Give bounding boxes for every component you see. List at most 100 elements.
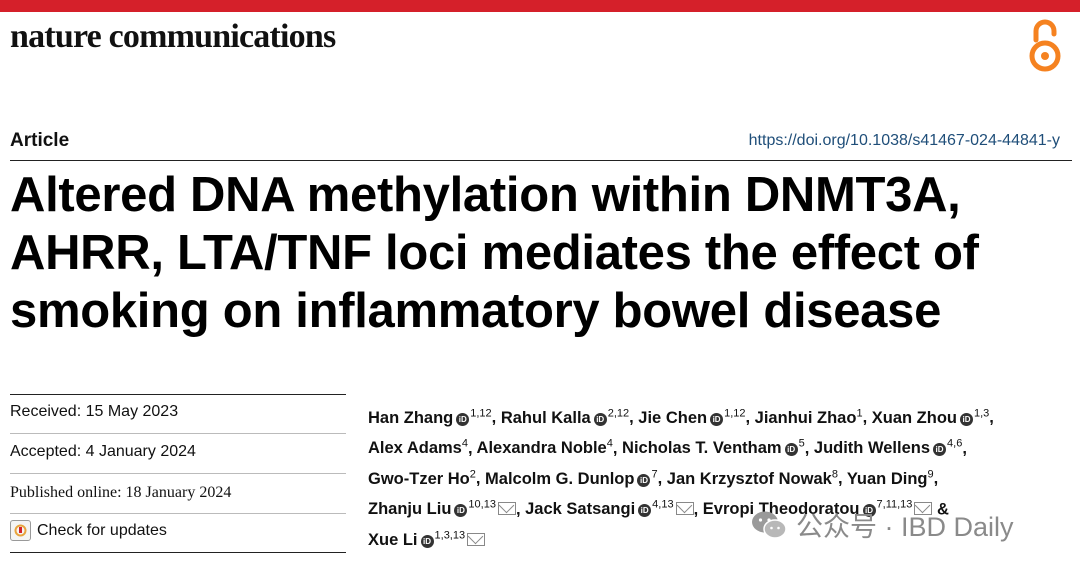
article-type: Article xyxy=(10,130,70,151)
author-name[interactable]: Jianhui Zhao1 xyxy=(754,407,863,427)
orcid-icon[interactable]: iD xyxy=(862,504,876,517)
watermark: 公众号 · IBD Daily xyxy=(750,505,1014,544)
author-name-text: Gwo-Tzer Ho xyxy=(368,469,470,488)
author-separator: , xyxy=(837,469,847,488)
author-name[interactable]: Xue Li iD 1,3,13 xyxy=(368,529,486,549)
journal-accent-bar xyxy=(0,0,1080,12)
meta-divider xyxy=(10,513,346,514)
affiliation-superscript: 1,3 xyxy=(973,407,990,419)
orcid-icon[interactable]: iD xyxy=(420,534,434,548)
title-divider xyxy=(10,160,1072,161)
affiliation-superscript: 1 xyxy=(856,407,863,419)
author-name-text: Jianhui Zhao xyxy=(754,408,857,427)
meta-divider-bottom xyxy=(10,552,346,553)
author-name[interactable]: Jie Chen iD 1,12 xyxy=(638,407,746,427)
author-separator: , xyxy=(467,439,477,457)
article-title: Altered DNA methylation within DNMT3A, A… xyxy=(10,168,979,338)
orcid-icon[interactable]: iD xyxy=(454,504,468,517)
author-name-text: Jan Krzysztof Nowak xyxy=(666,469,832,488)
orcid-icon[interactable]: iD xyxy=(959,412,973,426)
orcid-icon[interactable]: iD xyxy=(784,443,798,456)
author-name-text: Jie Chen xyxy=(638,408,708,427)
author-separator: , xyxy=(933,469,939,488)
check-updates-icon xyxy=(10,520,31,541)
affiliation-superscript: 1,3,13 xyxy=(434,529,466,541)
author-name-text: Zhanju Liu xyxy=(368,500,452,518)
author-separator: , xyxy=(989,408,994,427)
meta-divider-top xyxy=(10,394,346,395)
affiliation-superscript: 1,12 xyxy=(724,407,746,419)
affiliation-superscript: 7,11,13 xyxy=(876,498,913,511)
author-separator: , xyxy=(962,439,967,457)
author-name[interactable]: Yuan Ding9 xyxy=(846,468,934,488)
affiliation-superscript: 2,12 xyxy=(607,407,630,419)
author-name-text: Alexandra Noble xyxy=(476,439,607,457)
orcid-icon[interactable]: iD xyxy=(710,412,724,426)
author-name[interactable]: Han Zhang iD 1,12 xyxy=(368,407,492,427)
author-name-text: Evropi Theodoratou xyxy=(702,500,860,518)
author-separator: & xyxy=(932,500,949,518)
published-date: Published online: 18 January 2024 xyxy=(10,484,232,501)
author-name[interactable]: Nicholas T. Ventham iD 5 xyxy=(622,437,805,458)
author-name-text: Alex Adams xyxy=(368,439,462,457)
author-separator: , xyxy=(629,408,639,427)
check-for-updates-button[interactable]: Check for updates xyxy=(10,520,167,541)
orcid-icon[interactable]: iD xyxy=(933,443,947,456)
affiliation-superscript: 5 xyxy=(798,437,805,450)
author-separator: , xyxy=(612,439,623,457)
affiliation-superscript: 7 xyxy=(651,468,658,480)
author-name[interactable]: Jan Krzysztof Nowak8 xyxy=(666,468,838,488)
email-icon[interactable] xyxy=(467,532,486,546)
email-icon[interactable] xyxy=(914,502,933,515)
author-name-text: Malcolm G. Dunlop xyxy=(485,469,635,488)
author-name-text: Han Zhang xyxy=(368,408,454,427)
author-name-text: Xuan Zhou xyxy=(871,408,957,427)
email-icon[interactable] xyxy=(497,502,516,515)
author-name-text: Nicholas T. Ventham xyxy=(622,439,782,457)
affiliation-superscript: 4 xyxy=(461,437,468,450)
received-date: Received: 15 May 2023 xyxy=(10,403,179,420)
author-separator: , xyxy=(804,439,814,457)
author-name[interactable]: Gwo-Tzer Ho2 xyxy=(368,468,476,488)
meta-divider xyxy=(10,433,346,434)
author-name[interactable]: Jack Satsangi iD 4,13 xyxy=(525,498,694,518)
affiliation-superscript: 4,6 xyxy=(947,437,963,450)
author-name-text: Rahul Kalla xyxy=(500,408,591,427)
author-name[interactable]: Malcolm G. Dunlop iD 7 xyxy=(485,468,658,488)
affiliation-superscript: 10,13 xyxy=(468,498,496,511)
affiliation-superscript: 8 xyxy=(831,468,838,480)
author-name-text: Judith Wellens xyxy=(813,439,931,457)
author-name[interactable]: Zhanju Liu iD 10,13 xyxy=(368,498,516,518)
orcid-icon[interactable]: iD xyxy=(638,504,652,517)
author-separator: , xyxy=(693,500,703,518)
author-name[interactable]: Rahul Kalla iD 2,12 xyxy=(500,407,630,427)
author-separator: , xyxy=(745,408,755,427)
author-separator: , xyxy=(515,500,526,518)
affiliation-superscript: 9 xyxy=(927,468,934,480)
email-icon[interactable] xyxy=(675,502,694,515)
author-name[interactable]: Judith Wellens iD 4,6 xyxy=(813,437,963,458)
author-separator: , xyxy=(862,408,872,427)
affiliation-superscript: 2 xyxy=(469,468,476,480)
author-separator: , xyxy=(475,469,486,488)
watermark-text: 公众号 · IBD Daily xyxy=(796,512,1014,542)
author-name-text: Jack Satsangi xyxy=(525,500,636,518)
author-name-text: Yuan Ding xyxy=(846,469,928,488)
author-name[interactable]: Alex Adams4 xyxy=(368,437,468,458)
orcid-icon[interactable]: iD xyxy=(593,412,607,426)
open-access-icon[interactable] xyxy=(1027,18,1063,74)
journal-logo[interactable]: nature communications xyxy=(10,18,336,55)
orcid-icon[interactable]: iD xyxy=(637,473,651,487)
wechat-icon xyxy=(752,511,787,539)
affiliation-superscript: 4,13 xyxy=(652,498,674,511)
author-name[interactable]: Xuan Zhou iD 1,3 xyxy=(871,407,990,427)
orcid-icon[interactable]: iD xyxy=(456,412,470,426)
author-separator: , xyxy=(491,408,501,427)
author-name[interactable]: Evropi Theodoratou iD 7,11,13 xyxy=(702,498,933,518)
check-updates-label: Check for updates xyxy=(37,521,167,539)
accepted-date: Accepted: 4 January 2024 xyxy=(10,443,196,460)
author-separator: , xyxy=(657,469,667,488)
author-name[interactable]: Alexandra Noble4 xyxy=(476,438,613,458)
doi-link[interactable]: https://doi.org/10.1038/s41467-024-44841… xyxy=(748,132,1060,149)
author-list: Han Zhang iD 1,12, Rahul Kalla iD 2,12, Jie … xyxy=(368,400,1068,553)
